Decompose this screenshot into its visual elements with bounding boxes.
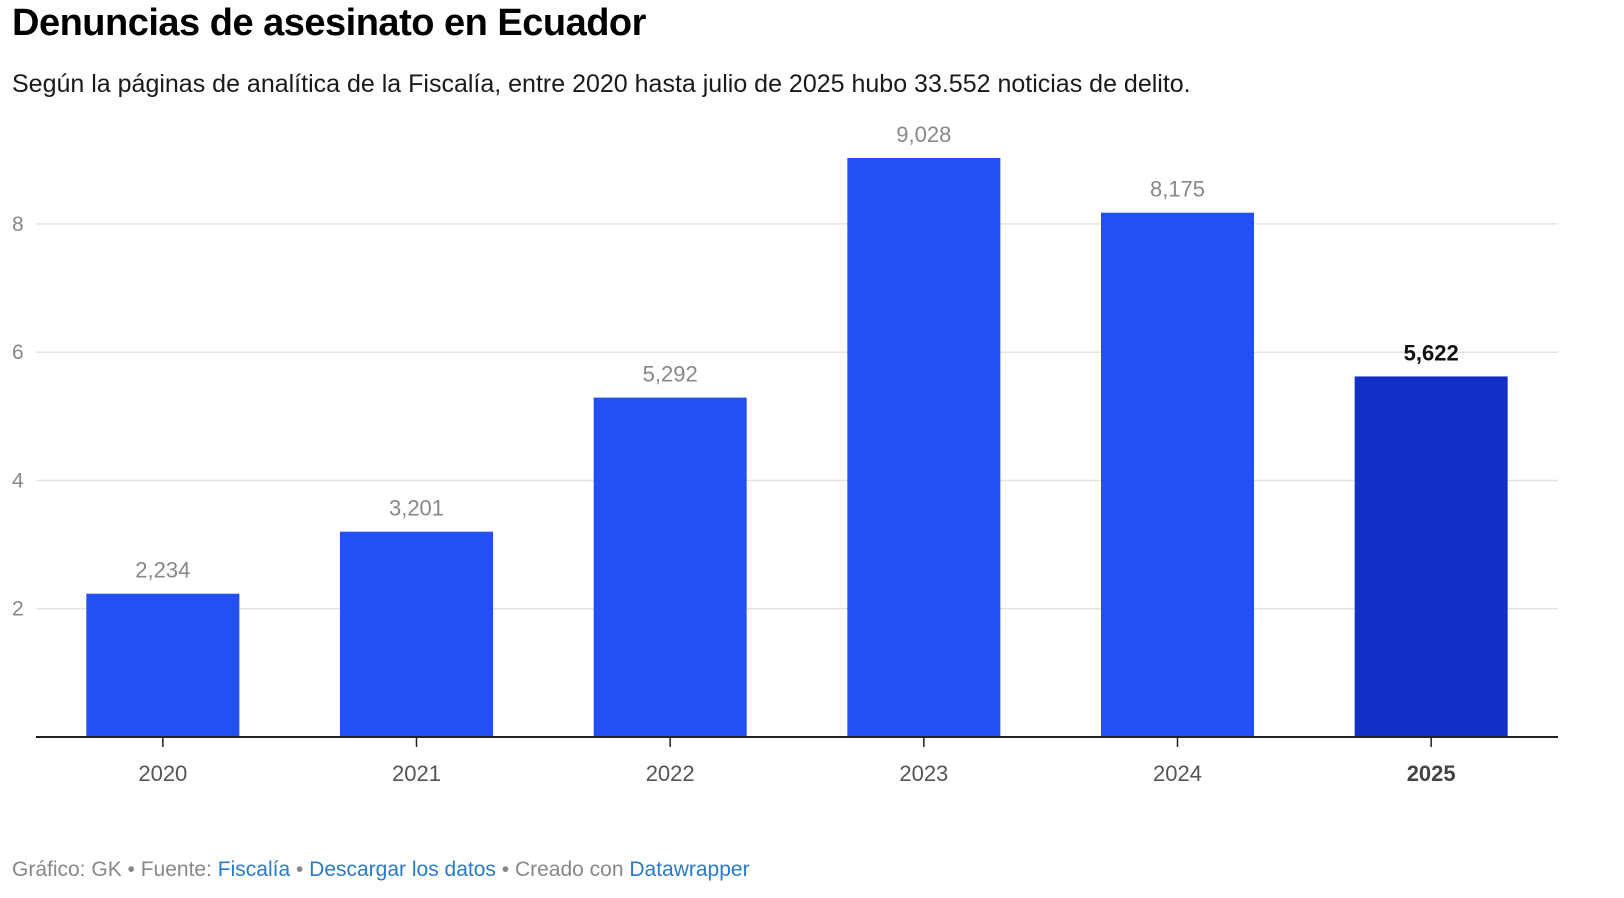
value-label-2023: 9,028	[896, 122, 951, 147]
bar-2022	[593, 397, 747, 737]
bar-chart: 2 4 6 8 2,234 2020 3,201 2021 5,292 2022 9,028 2023…	[12, 122, 1558, 786]
x-tick-label-2022: 2022	[646, 761, 695, 786]
value-label-2024: 8,175	[1150, 177, 1205, 202]
bar-2021	[340, 531, 493, 737]
x-tick-label-2024: 2024	[1153, 761, 1202, 786]
chart-title: Denuncias de asesinato en Ecuador	[12, 2, 646, 44]
footer-credit: Gráfico: GK • Fuente:	[12, 858, 218, 881]
y-tick-label: 6	[12, 341, 24, 364]
x-tick-label-2020: 2020	[138, 761, 187, 786]
value-label-2025: 5,622	[1404, 340, 1459, 365]
bar-2023	[847, 158, 1001, 737]
y-tick-label: 2	[12, 598, 24, 621]
footer-created-with: • Creado con	[495, 858, 630, 881]
download-data-link[interactable]: Descargar los datos	[309, 858, 496, 881]
footer-separator: •	[290, 858, 310, 881]
value-label-2021: 3,201	[389, 496, 444, 521]
bar-2024	[1101, 212, 1254, 737]
y-tick-label: 8	[12, 213, 24, 236]
chart-footer: Gráfico: GK • Fuente: Fiscalía • Descarg…	[12, 858, 750, 882]
x-tick-label-2021: 2021	[392, 761, 441, 786]
value-label-2022: 5,292	[643, 362, 698, 387]
bar-2020	[86, 593, 240, 737]
x-tick-label-2025: 2025	[1407, 761, 1456, 786]
y-tick-label: 4	[12, 469, 24, 492]
source-link[interactable]: Fiscalía	[217, 858, 291, 881]
datawrapper-link[interactable]: Datawrapper	[629, 858, 750, 881]
chart-subtitle: Según la páginas de analítica de la Fisc…	[12, 70, 1191, 98]
x-tick-label-2023: 2023	[899, 761, 948, 786]
bar-2025	[1354, 376, 1508, 737]
value-label-2020: 2,234	[135, 558, 190, 583]
